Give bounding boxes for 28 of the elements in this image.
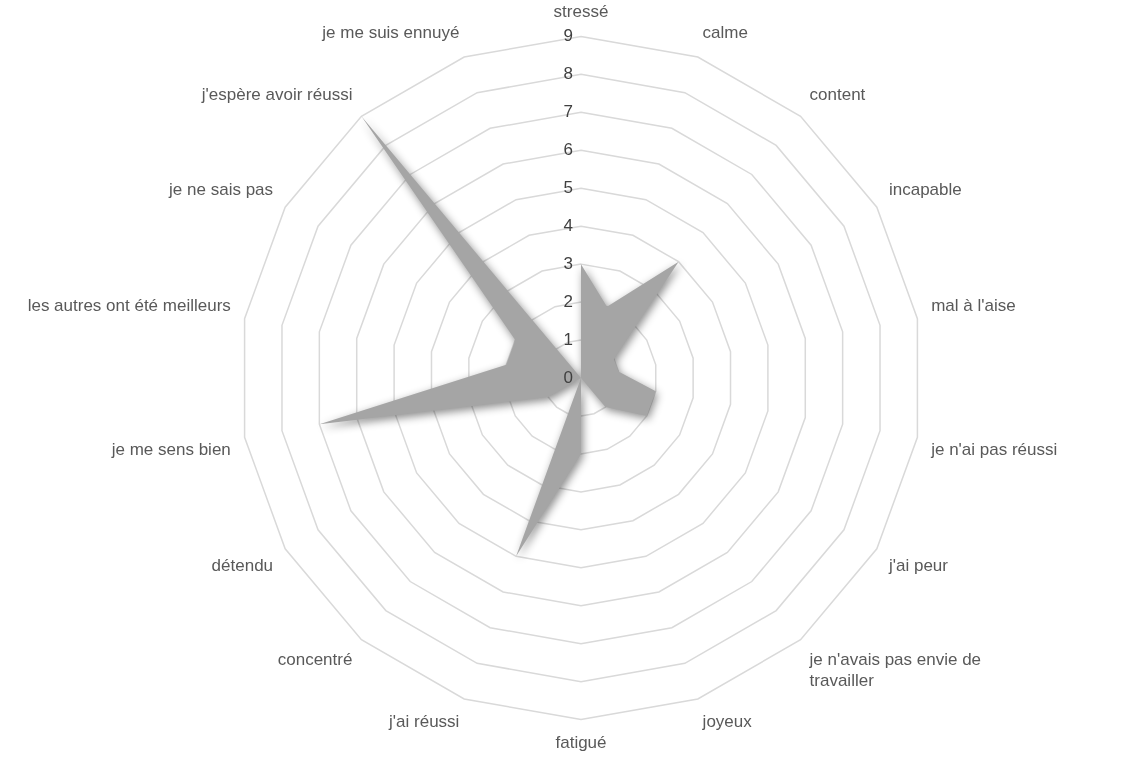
spoke-label: les autres ont été meilleurs — [27, 295, 231, 315]
spoke-label: je n'ai pas réussi — [930, 439, 1058, 459]
y-tick-label: 9 — [563, 26, 573, 46]
y-tick-label: 1 — [563, 329, 573, 349]
y-tick-label: 3 — [563, 253, 573, 273]
spoke-label: je me sens bien — [110, 439, 231, 459]
spoke-label: incapable — [888, 179, 962, 199]
y-tick-label: 0 — [563, 367, 573, 387]
spoke-label: j'ai peur — [887, 555, 949, 575]
spoke-label: joyeux — [701, 712, 753, 732]
spoke-label: j'ai réussi — [388, 712, 460, 732]
y-tick-label: 7 — [563, 102, 573, 121]
spoke-label: calme — [702, 23, 748, 43]
spoke-label: concentré — [277, 650, 353, 670]
y-tick-label: 5 — [563, 177, 573, 197]
spoke-label: fatigué — [555, 733, 607, 753]
spoke-label: stressé — [553, 1, 609, 21]
spoke-label: content — [809, 85, 866, 105]
y-tick-label: 6 — [563, 139, 573, 159]
y-tick-label: 4 — [563, 215, 573, 235]
y-tick-label: 8 — [563, 64, 573, 84]
spoke-label: détendu — [211, 555, 274, 575]
y-tick-label: 2 — [563, 291, 573, 311]
spoke-label: j'espère avoir réussi — [200, 85, 353, 105]
spoke-label: mal à l'aise — [931, 295, 1016, 315]
spoke-label: je me suis ennuyé — [321, 23, 460, 43]
spoke-label: je n'avais pas envie de travailler — [808, 650, 982, 690]
spoke-label: je ne sais pas — [168, 179, 274, 199]
